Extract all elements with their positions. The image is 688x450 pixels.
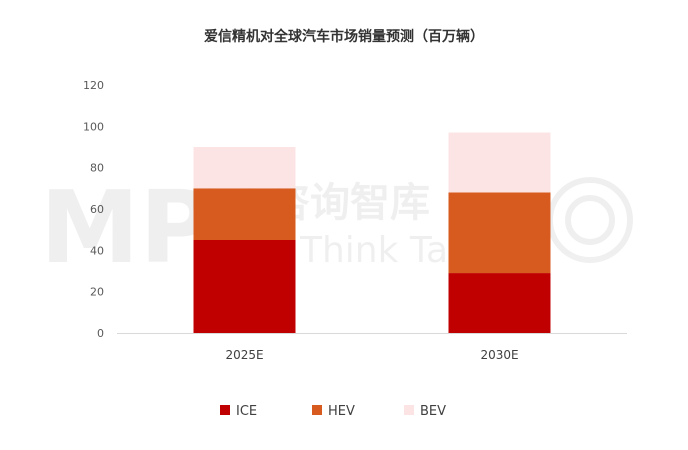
y-tick-label: 0 bbox=[97, 327, 104, 340]
chart-title: 爱信精机对全球汽车市场销量预测（百万辆） bbox=[204, 28, 484, 45]
legend: ICE HEV BEV bbox=[220, 404, 446, 419]
plot-area: 0 20 40 60 80 100 120 2025E 2030E bbox=[83, 79, 627, 362]
x-tick-label: 2030E bbox=[480, 348, 518, 362]
y-tick-label: 20 bbox=[90, 286, 104, 299]
legend-swatch-ice bbox=[220, 405, 230, 415]
bar-ice-2030e bbox=[448, 273, 551, 333]
y-tick-label: 80 bbox=[90, 162, 104, 175]
watermark: MP 中大咨询智库 Think Tank bbox=[40, 169, 633, 286]
bar-bev-2030e bbox=[448, 132, 551, 193]
bar-hev-2030e bbox=[448, 192, 551, 274]
legend-label-ice: ICE bbox=[236, 404, 257, 419]
y-tick-label: 40 bbox=[90, 244, 104, 257]
legend-label-hev: HEV bbox=[328, 404, 355, 419]
x-tick-label: 2025E bbox=[225, 348, 263, 362]
y-tick-label: 60 bbox=[90, 203, 104, 216]
watermark-emblem-icon bbox=[547, 177, 633, 263]
bar-ice-2025e bbox=[193, 240, 296, 333]
bar-hev-2025e bbox=[193, 188, 296, 240]
y-tick-label: 120 bbox=[83, 79, 104, 92]
legend-swatch-bev bbox=[404, 405, 414, 415]
bar-bev-2025e bbox=[193, 147, 296, 189]
legend-label-bev: BEV bbox=[420, 404, 446, 419]
y-tick-label: 100 bbox=[83, 120, 104, 133]
legend-swatch-hev bbox=[312, 405, 322, 415]
watermark-logo: MP bbox=[40, 169, 213, 286]
